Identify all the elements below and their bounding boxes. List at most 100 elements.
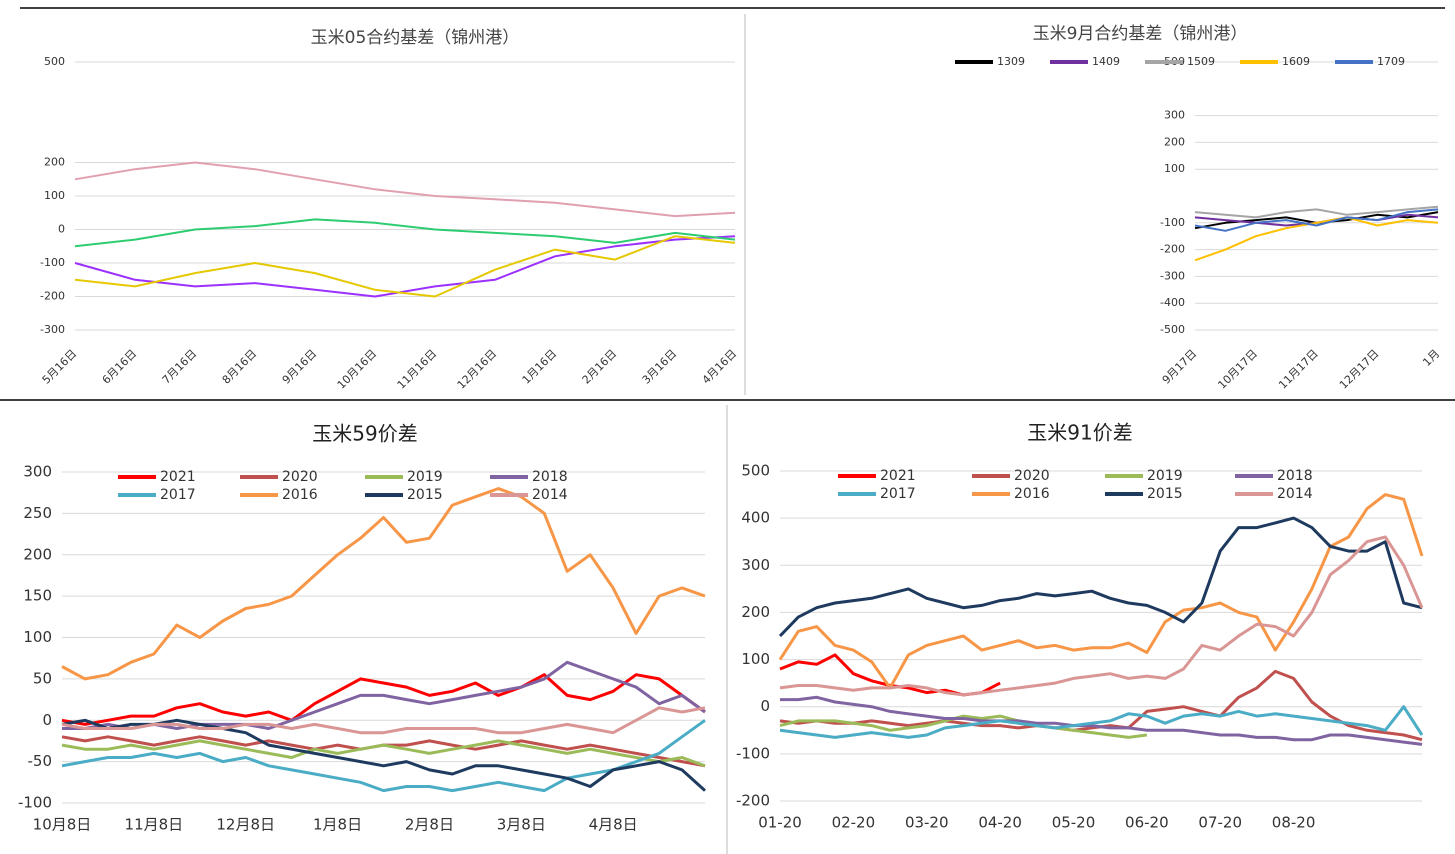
series-line — [1194, 205, 1439, 219]
y-tick-label: 100 — [23, 628, 52, 646]
x-tick-label: 05-20 — [1052, 814, 1096, 832]
legend-label: 2016 — [1014, 486, 1050, 502]
y-tick-label: -200 — [1160, 243, 1185, 256]
y-tick-label: 100 — [44, 189, 65, 202]
legend-label: 2018 — [532, 469, 568, 485]
legend-label: 2020 — [1014, 468, 1050, 484]
y-tick-label: 200 — [44, 156, 65, 169]
y-tick-label: -100 — [736, 744, 770, 762]
legend-label: 2017 — [880, 486, 916, 502]
x-tick-label: 11月17日 — [1276, 347, 1321, 392]
y-tick-label: 100 — [1164, 162, 1185, 175]
y-tick-label: -50 — [28, 752, 53, 770]
chart-title: 玉米9月合约基差（锦州港） — [1033, 24, 1248, 44]
x-tick-label: 10月17日 — [1215, 347, 1260, 392]
legend-label: 1309 — [997, 55, 1025, 68]
chart-title: 玉米59价差 — [312, 422, 417, 446]
x-tick-label: 03-20 — [905, 814, 949, 832]
series-line — [62, 660, 706, 730]
x-tick-label: 3月8日 — [497, 816, 546, 834]
series-line — [778, 516, 1423, 638]
y-tick-label: 500 — [44, 55, 65, 68]
x-tick-label: 11月8日 — [125, 816, 184, 834]
series-line — [778, 493, 1424, 690]
y-tick-label: -500 — [1160, 323, 1185, 336]
series-line — [1194, 208, 1439, 232]
x-tick-label: 9月17日 — [1160, 347, 1200, 387]
chart-title: 玉米91价差 — [1027, 421, 1132, 445]
series-line — [61, 719, 706, 793]
y-tick-label: -100 — [1160, 216, 1185, 229]
x-tick-label: 1月16日 — [520, 347, 560, 387]
x-tick-label: 4月16日 — [700, 347, 740, 387]
y-tick-label: -300 — [1160, 269, 1185, 282]
series-line — [779, 714, 1148, 739]
series-line — [61, 739, 706, 768]
y-tick-label: -200 — [40, 290, 65, 303]
x-tick-label: 3月16日 — [640, 347, 680, 387]
legend-label: 2017 — [160, 487, 196, 503]
x-tick-label: 1月 — [1420, 347, 1442, 369]
legend-label: 2019 — [407, 469, 443, 485]
y-tick-label: 50 — [33, 669, 52, 687]
series-line — [780, 695, 1423, 746]
x-tick-label: 11月16日 — [395, 347, 440, 392]
x-tick-label: 4月8日 — [589, 816, 638, 834]
chart-title: 玉米05合约基差（锦州港） — [311, 28, 520, 48]
legend-label: 2016 — [282, 487, 318, 503]
y-tick-label: 200 — [1164, 135, 1185, 148]
series-line — [61, 487, 706, 681]
series-line — [1194, 213, 1439, 227]
y-tick-label: 200 — [741, 603, 770, 621]
x-tick-label: 12月16日 — [455, 347, 500, 392]
y-tick-label: 150 — [23, 587, 52, 605]
y-tick-label: -100 — [18, 794, 52, 812]
legend-label: 2014 — [1277, 486, 1313, 502]
y-tick-label: 400 — [741, 509, 770, 527]
x-tick-label: 10月8日 — [33, 816, 92, 834]
x-tick-label: 9月16日 — [280, 347, 320, 387]
x-tick-label: 02-20 — [832, 814, 876, 832]
x-tick-label: 06-20 — [1125, 814, 1169, 832]
x-tick-label: 5月16日 — [40, 347, 80, 387]
x-tick-label: 01-20 — [758, 814, 802, 832]
y-tick-label: 200 — [23, 545, 52, 563]
x-tick-label: 1月8日 — [313, 816, 362, 834]
series-line — [74, 235, 736, 298]
y-tick-label: 300 — [741, 556, 770, 574]
legend-label: 1509 — [1187, 55, 1215, 68]
legend-label: 1709 — [1377, 55, 1405, 68]
x-tick-label: 2月16日 — [580, 347, 620, 387]
y-tick-label: -200 — [736, 792, 770, 810]
series-line — [61, 673, 706, 726]
legend-label: 2019 — [1147, 468, 1183, 484]
series-line — [779, 705, 1424, 739]
y-tick-label: 0 — [58, 223, 65, 236]
y-tick-label: 100 — [741, 650, 770, 668]
y-tick-label: -100 — [40, 256, 65, 269]
x-tick-label: 07-20 — [1198, 814, 1242, 832]
y-tick-label: 0 — [760, 697, 770, 715]
x-tick-label: 12月17日 — [1337, 347, 1382, 392]
y-tick-label: 300 — [1164, 109, 1185, 122]
series-line — [61, 706, 706, 735]
legend-label: 2021 — [160, 469, 196, 485]
x-tick-label: 6月16日 — [100, 347, 140, 387]
legend-label: 1609 — [1282, 55, 1310, 68]
legend-label: 2018 — [1277, 468, 1313, 484]
legend-label: 2020 — [282, 469, 318, 485]
y-tick-label: 500 — [741, 462, 770, 480]
legend-label: 2015 — [407, 487, 443, 503]
x-tick-label: 04-20 — [978, 814, 1022, 832]
x-tick-label: 2月8日 — [405, 816, 454, 834]
legend-label: 2021 — [880, 468, 916, 484]
series-line — [74, 235, 736, 298]
y-tick-label: 250 — [23, 504, 52, 522]
series-line — [779, 535, 1424, 697]
legend-label: 2014 — [532, 487, 568, 503]
legend-label: 2015 — [1147, 486, 1183, 502]
y-tick-label: -300 — [40, 323, 65, 336]
legend-label: 1409 — [1092, 55, 1120, 68]
x-tick-label: 12月8日 — [216, 816, 275, 834]
